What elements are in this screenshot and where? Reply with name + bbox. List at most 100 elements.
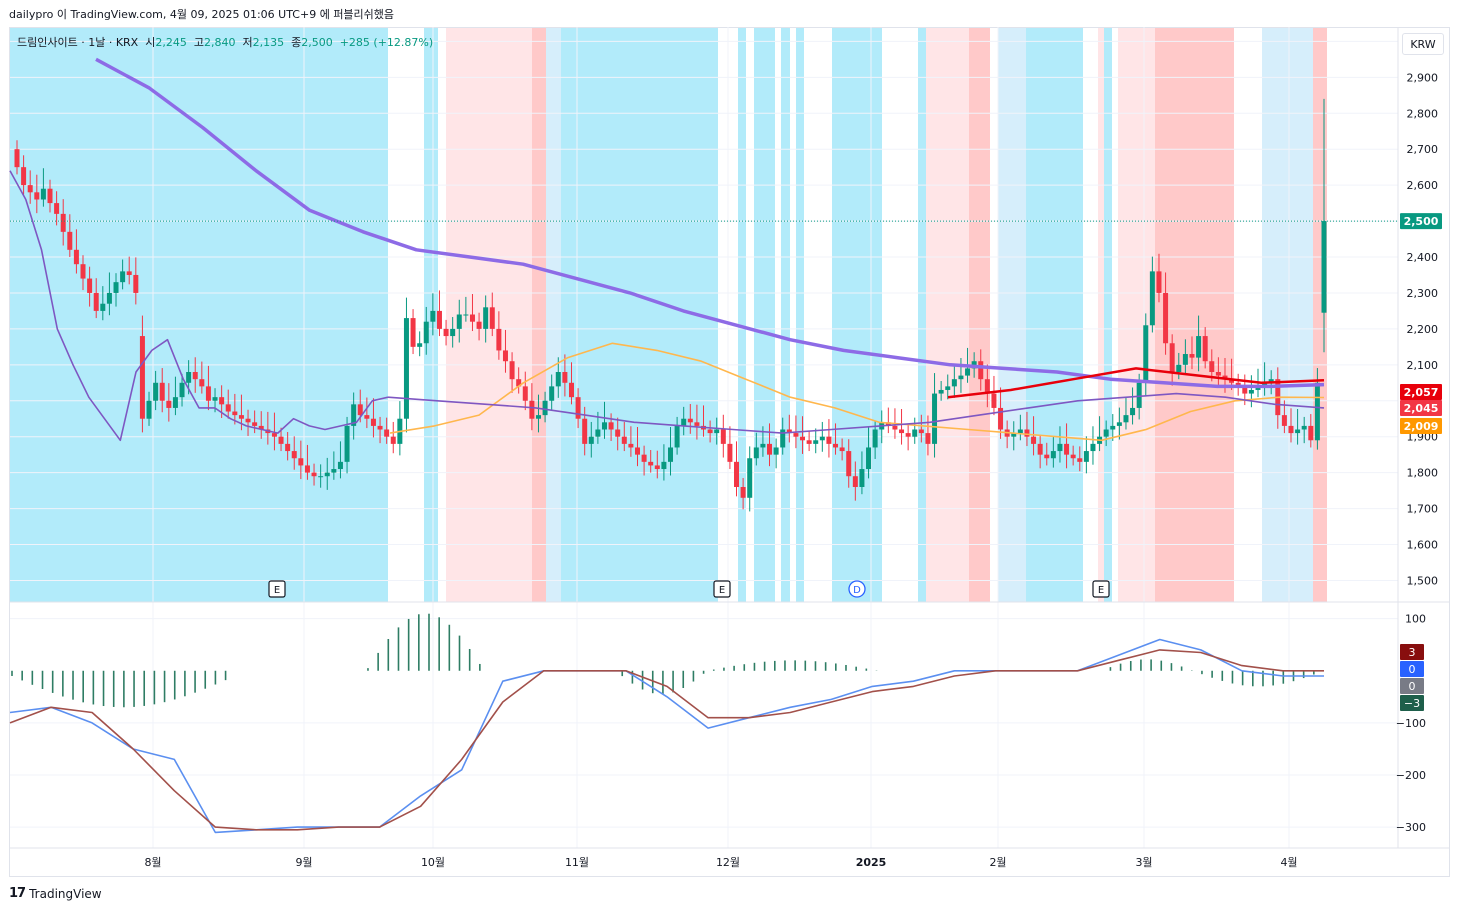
candle-body	[549, 386, 555, 401]
symbol-name[interactable]: 드림인사이트 · 1날 · KRX	[17, 36, 139, 49]
candle-body	[1011, 433, 1017, 437]
candle-body	[522, 386, 528, 401]
candle-body	[1070, 454, 1076, 459]
candle-body	[1090, 443, 1096, 452]
candle-body	[555, 372, 561, 387]
candle-body	[681, 418, 687, 426]
bg-zone-9	[796, 28, 804, 602]
candle-body	[1176, 364, 1182, 372]
candle-body	[1017, 429, 1023, 434]
candle-body	[483, 307, 489, 329]
time-tick-label: 12월	[716, 856, 740, 869]
candle-body	[126, 271, 132, 275]
candle-body	[509, 361, 515, 380]
time-tick-label: 3월	[1135, 856, 1152, 869]
candle-body	[384, 429, 390, 437]
candle-body	[331, 469, 337, 473]
candle-body	[304, 465, 310, 473]
candle-body	[469, 314, 475, 322]
bg-zone-16	[1098, 28, 1104, 602]
candle-body	[615, 429, 621, 437]
candle-body	[1163, 292, 1169, 344]
price-tick-label: 1,600	[1407, 539, 1439, 552]
price-tick-label: 2,600	[1407, 179, 1439, 192]
candle-body	[582, 418, 588, 444]
time-tick-label: 4월	[1280, 856, 1297, 869]
candle-body	[21, 167, 27, 186]
price-tick-label: 2,200	[1407, 323, 1439, 336]
candle-body	[918, 429, 924, 434]
close-label: 종	[291, 36, 302, 49]
candle-body	[430, 310, 436, 322]
candle-body	[100, 303, 106, 311]
candle-body	[542, 400, 548, 416]
candle-body	[245, 418, 251, 423]
candle-body	[846, 451, 852, 477]
candle-body	[978, 361, 984, 380]
candle-body	[899, 429, 905, 434]
candle-body	[179, 382, 185, 398]
ma-line-0	[95, 57, 1325, 389]
tradingview-logo[interactable]: 17 TradingView	[9, 886, 102, 901]
macd-line-0	[9, 638, 1324, 834]
macd-tick-label: −300	[1396, 821, 1426, 834]
candle-body	[1037, 443, 1043, 455]
candle-body	[740, 487, 746, 498]
candle-body	[694, 422, 700, 426]
candle-body	[1288, 425, 1294, 434]
currency-button[interactable]: KRW	[1402, 33, 1444, 55]
candle-body	[727, 443, 733, 462]
publish-caption: dailypro 이 TradingView.com, 4월 09, 2025 …	[9, 8, 395, 21]
candle-body	[1143, 325, 1149, 383]
candle-body	[192, 372, 198, 380]
candle-body	[417, 343, 423, 347]
bg-zone-19	[1155, 28, 1234, 602]
candle-body	[938, 389, 944, 394]
candle-body	[1149, 271, 1155, 326]
candle-body	[1136, 382, 1142, 408]
candle-body	[601, 422, 607, 430]
earnings-marker	[268, 580, 286, 598]
candle-body	[1242, 386, 1248, 394]
bg-zone-6	[738, 28, 746, 602]
candle-body	[73, 249, 79, 265]
candle-body	[337, 461, 343, 470]
bg-zone-15	[1026, 28, 1083, 602]
candle-body	[1057, 443, 1063, 452]
candle-body	[1024, 429, 1030, 437]
candle-body	[120, 271, 126, 283]
candle-body	[833, 443, 839, 448]
bg-zone-18	[1118, 28, 1155, 602]
candle-body	[186, 372, 192, 383]
candle-body	[278, 436, 284, 444]
high-label: 고	[193, 36, 204, 49]
candle-body	[951, 379, 957, 387]
low-value: 2,135	[252, 36, 285, 49]
bg-zone-20	[1262, 28, 1313, 602]
candle-body	[872, 429, 878, 448]
open-label: 시	[145, 36, 156, 49]
candle-body	[159, 382, 165, 401]
ma-line-2	[389, 342, 1325, 442]
macd-value-tag	[1400, 678, 1424, 694]
candle-body	[27, 185, 33, 193]
price-tag-label: 2,500	[1404, 215, 1439, 228]
candle-body	[199, 379, 205, 387]
earnings-marker	[713, 580, 731, 598]
candle-body	[139, 336, 145, 419]
candle-body	[945, 386, 951, 390]
candle-body	[852, 476, 858, 487]
ma-line-purple-continued	[387, 392, 1325, 434]
bg-zone-10	[832, 28, 882, 602]
candle-body	[423, 321, 429, 344]
candle-body	[1083, 451, 1089, 462]
candle-body	[1116, 422, 1122, 426]
candle-body	[826, 436, 832, 444]
candle-body	[1235, 382, 1241, 387]
price-tag	[1400, 418, 1442, 434]
macd-value-tag-label: 0	[1409, 680, 1416, 693]
candle-body	[443, 328, 449, 337]
price-tick-label: 1,500	[1407, 574, 1439, 587]
candle-body	[377, 425, 383, 430]
